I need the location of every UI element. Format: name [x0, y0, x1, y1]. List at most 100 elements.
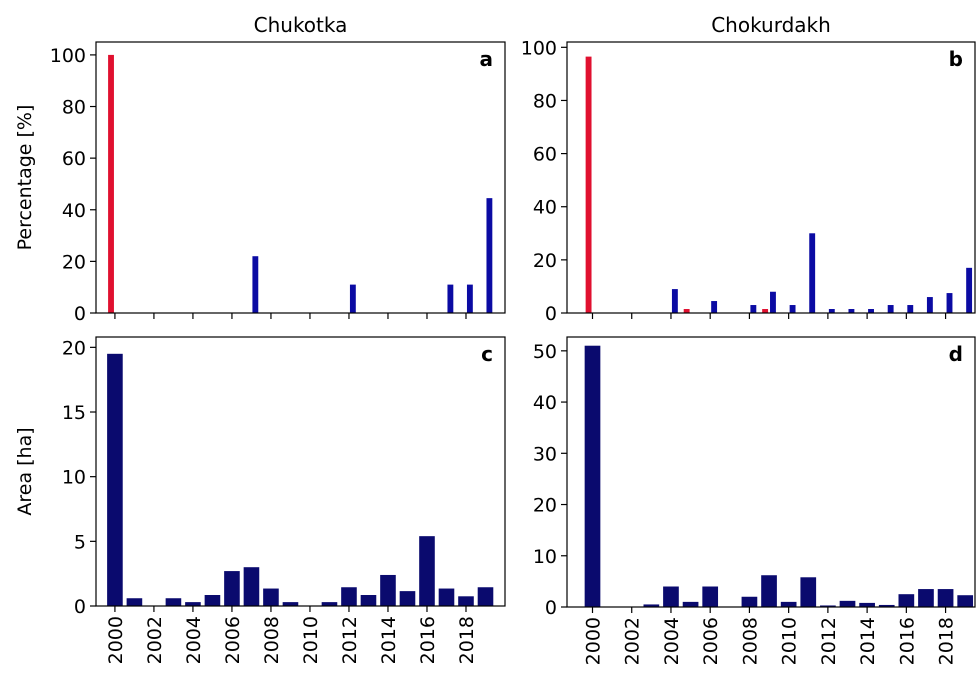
x-tick-label: 2006: [700, 617, 722, 665]
bar: [252, 256, 259, 313]
panel-letter: b: [949, 47, 963, 71]
bar: [438, 588, 455, 606]
y-tick-label: 20: [62, 337, 86, 359]
bar: [859, 602, 875, 607]
bar: [926, 297, 933, 313]
panel-title: Chukotka: [254, 13, 348, 37]
bar: [957, 595, 974, 607]
x-tick-label: 2010: [300, 616, 322, 664]
x-tick-label: 2010: [779, 617, 801, 665]
bar: [711, 301, 718, 313]
y-tick-label: 60: [533, 144, 557, 166]
plot-frame: [566, 336, 976, 608]
x-tick-label: 2000: [105, 616, 127, 664]
y-tick-label: 10: [533, 546, 557, 568]
y-tick-label: 20: [62, 251, 86, 273]
y-tick-label: 0: [545, 303, 557, 325]
panel-letter: c: [481, 342, 493, 366]
bar: [466, 284, 473, 313]
x-tick-label: 2014: [857, 617, 879, 665]
y-tick-label: 40: [62, 200, 86, 222]
bar: [770, 291, 776, 313]
bar: [663, 586, 679, 607]
bar: [966, 267, 973, 313]
x-tick-label: 2012: [339, 616, 361, 664]
y-tick-label: 10: [62, 467, 86, 489]
bar: [761, 575, 777, 607]
bar: [946, 293, 953, 313]
y-tick-label: 40: [533, 197, 557, 219]
y-axis-label: Area [ha]: [14, 427, 36, 515]
bar: [341, 587, 357, 606]
y-tick-label: 80: [62, 97, 86, 119]
bar: [809, 233, 816, 313]
y-tick-label: 15: [62, 402, 86, 424]
y-tick-label: 80: [533, 90, 557, 112]
bar: [107, 353, 123, 606]
bar: [750, 305, 757, 313]
y-axis-label: Percentage [%]: [14, 105, 36, 251]
bar: [360, 595, 377, 606]
plot-frame: [566, 41, 976, 314]
bar: [126, 598, 143, 606]
x-tick-label: 2016: [417, 616, 439, 664]
x-tick-label: 2014: [378, 616, 400, 664]
plot-frame: [95, 41, 506, 314]
y-tick-label: 100: [50, 45, 86, 67]
bar: [458, 596, 474, 606]
bar: [682, 601, 699, 607]
bar: [321, 602, 338, 606]
bar: [918, 589, 934, 607]
y-tick-label: 0: [545, 597, 557, 619]
y-tick-label: 5: [74, 531, 86, 553]
y-tick-label: 100: [521, 37, 557, 59]
x-tick-label: 2016: [896, 617, 918, 665]
bar: [399, 591, 416, 606]
bar: [762, 309, 769, 313]
x-tick-label: 2018: [456, 616, 478, 664]
bar: [447, 284, 454, 313]
bar: [349, 284, 356, 313]
bar: [243, 567, 260, 606]
bar: [702, 586, 719, 607]
x-tick-label: 2000: [583, 617, 605, 665]
y-tick-label: 20: [533, 250, 557, 272]
bar: [585, 56, 592, 314]
bar: [224, 571, 240, 606]
bar: [380, 574, 396, 606]
bar: [848, 309, 855, 313]
y-tick-label: 30: [533, 443, 557, 465]
panel-title: Chokurdakh: [711, 13, 831, 37]
x-tick-label: 2008: [739, 617, 761, 665]
y-tick-label: 0: [74, 303, 86, 325]
x-tick-label: 2004: [661, 617, 683, 665]
bar: [282, 602, 299, 606]
bar: [185, 602, 201, 606]
bar: [780, 601, 797, 607]
bar: [878, 604, 895, 607]
bar: [789, 305, 796, 313]
bar: [263, 588, 279, 606]
x-tick-label: 2002: [622, 617, 644, 665]
x-tick-label: 2004: [183, 616, 205, 664]
x-tick-label: 2018: [936, 617, 958, 665]
y-tick-label: 60: [62, 148, 86, 170]
bar: [828, 309, 835, 313]
bar: [839, 600, 856, 607]
panel-letter: a: [480, 47, 494, 71]
bar: [820, 605, 836, 607]
x-tick-label: 2006: [222, 616, 244, 664]
bar: [584, 345, 601, 607]
bar: [898, 594, 915, 607]
x-tick-label: 2012: [818, 617, 840, 665]
bar: [937, 589, 954, 607]
bar: [683, 309, 690, 313]
y-tick-label: 50: [533, 341, 557, 363]
y-tick-label: 0: [74, 596, 86, 618]
bar: [486, 198, 493, 313]
bar: [671, 289, 678, 313]
y-tick-label: 20: [533, 495, 557, 517]
panel-letter: d: [949, 342, 963, 366]
plot-frame: [95, 336, 506, 607]
